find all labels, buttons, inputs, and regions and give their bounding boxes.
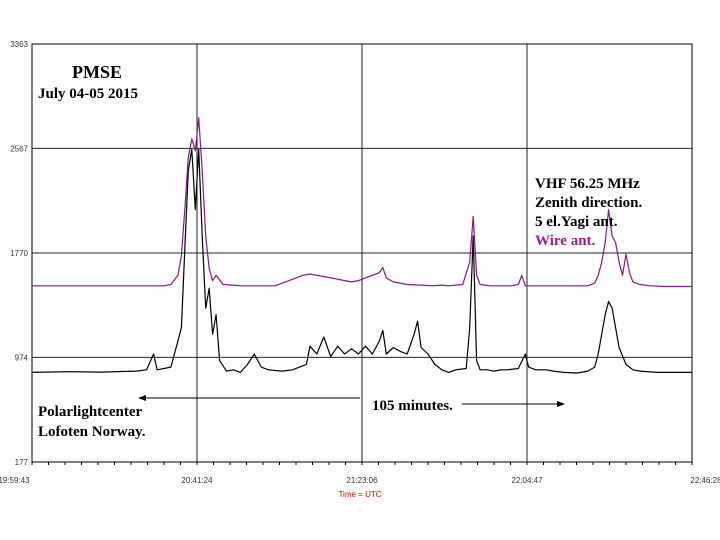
wire-antenna-label: Wire ant. [535,233,596,249]
location-line-2: Lofoten Norway. [38,424,146,440]
series-line-wire [32,117,692,288]
location-line-1: Polarlightcenter [38,404,142,420]
x-tick-label: 22:46:28 [690,476,720,485]
duration-arrow [138,395,565,407]
x-tick-label: 21:23:06 [346,476,378,485]
x-tick-label: 20:41:24 [181,476,213,485]
axes: 177 974 1770 2567 3363 19:59:43 20:41:24 21:23:… [0,40,720,485]
y-tick-label: 974 [15,353,29,362]
frequency-label: VHF 56.25 MHz [535,176,640,192]
y-tick-label: 2567 [10,144,28,153]
direction-label: Zenith direction. [535,195,642,211]
chart-subtitle: July 04-05 2015 [38,86,138,102]
y-tick-label: 177 [15,458,29,467]
chart-title: PMSE [72,62,122,82]
series-layer [31,117,692,374]
x-tick-label: 19:59:43 [0,476,30,485]
x-tick-label: 22:04:47 [511,476,543,485]
y-tick-label: 1770 [10,249,28,258]
series-line-yagi [31,148,692,374]
x-axis-title: Time = UTC [338,490,381,499]
duration-label: 105 minutes. [372,398,453,414]
yagi-antenna-label: 5 el.Yagi ant. [535,214,618,230]
grid [31,43,693,463]
y-tick-label: 3363 [10,40,28,49]
